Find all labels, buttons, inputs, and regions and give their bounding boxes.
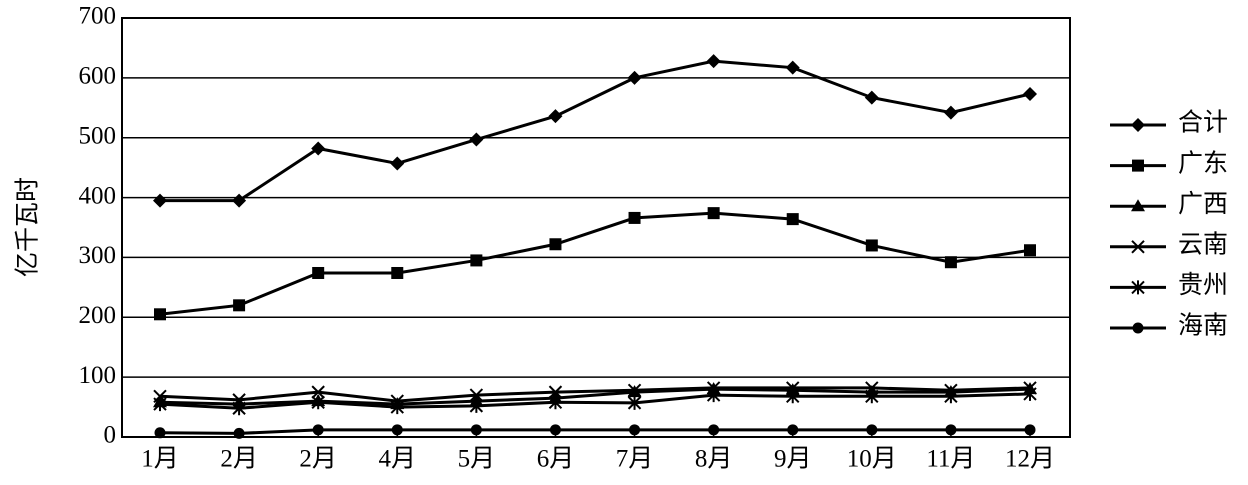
y-tick-label: 400 <box>79 182 117 209</box>
data-point <box>1024 424 1036 436</box>
data-point <box>864 90 879 105</box>
data-point <box>708 424 720 436</box>
data-point <box>1024 244 1036 257</box>
legend-label: 合计 <box>1178 109 1228 137</box>
data-point <box>706 54 721 69</box>
x-tick-label: 6月 <box>537 446 575 473</box>
data-point <box>311 395 325 410</box>
data-point <box>232 193 247 208</box>
data-point <box>549 238 562 251</box>
data-point <box>548 109 563 124</box>
legend-label: 广东 <box>1178 149 1228 177</box>
y-tick-label: 600 <box>79 63 117 90</box>
data-point <box>548 395 563 410</box>
data-point <box>311 141 326 156</box>
data-point <box>706 388 721 403</box>
y-axis-label: 亿千瓦时 <box>14 177 42 277</box>
data-point <box>154 308 166 321</box>
data-point <box>866 424 878 436</box>
data-point <box>391 424 403 436</box>
series-line <box>159 211 1031 316</box>
data-point <box>627 383 642 398</box>
data-point <box>1023 87 1037 102</box>
legend-label: 海南 <box>1178 312 1228 340</box>
data-point <box>944 256 957 269</box>
plot-frame <box>121 17 1071 438</box>
data-point <box>153 193 167 208</box>
data-point <box>943 105 958 120</box>
x-tick-label: 2月 <box>299 446 337 473</box>
data-point <box>470 424 482 436</box>
legend-marker <box>1132 322 1144 334</box>
y-tick-label: 200 <box>79 302 117 329</box>
x-tick-label: 1月 <box>141 446 179 473</box>
data-point <box>548 385 563 399</box>
x-tick-label: 8月 <box>695 446 733 473</box>
series-line <box>159 428 1030 435</box>
data-point <box>786 213 799 226</box>
x-tick-label: 2月 <box>220 446 258 473</box>
y-tick-label: 300 <box>79 242 117 269</box>
legend-marker <box>1131 240 1145 254</box>
data-point <box>311 385 325 399</box>
y-tick-label: 700 <box>79 3 117 30</box>
data-point <box>469 132 484 147</box>
legend-label: 贵州 <box>1178 271 1228 299</box>
data-point <box>787 424 799 436</box>
x-tick-label: 4月 <box>379 446 417 473</box>
data-point <box>153 397 167 412</box>
data-point <box>865 239 878 252</box>
data-point <box>391 266 404 279</box>
legend-marker <box>1131 118 1145 132</box>
legend-label: 广西 <box>1178 190 1228 218</box>
legend-marker <box>1131 280 1145 295</box>
data-point <box>549 424 561 436</box>
data-point <box>865 389 879 404</box>
data-point <box>469 388 484 402</box>
x-tick-label: 12月 <box>1005 446 1055 473</box>
x-tick-label: 10月 <box>847 446 897 473</box>
y-tick-label: 0 <box>104 422 117 449</box>
series-line <box>159 386 1031 403</box>
y-tick-label: 500 <box>79 122 117 149</box>
y-tick-label: 100 <box>79 362 117 389</box>
data-point <box>786 389 800 404</box>
data-point <box>627 70 642 85</box>
legend-marker <box>1131 199 1145 212</box>
data-point <box>785 60 800 75</box>
data-point <box>629 424 641 436</box>
data-point <box>312 424 324 436</box>
data-point <box>233 427 245 439</box>
data-point <box>233 299 246 312</box>
data-point <box>470 254 483 267</box>
legend-marker <box>1132 159 1144 172</box>
data-point <box>627 395 642 410</box>
x-tick-label: 7月 <box>616 446 654 473</box>
data-point <box>945 424 957 436</box>
legend-label: 云南 <box>1178 231 1228 259</box>
series-line <box>160 59 1031 203</box>
series-line <box>159 392 1031 410</box>
data-point <box>707 207 720 220</box>
x-tick-label: 9月 <box>774 446 812 473</box>
data-point <box>944 389 958 404</box>
x-tick-label: 5月 <box>458 446 496 473</box>
data-point <box>312 266 325 279</box>
x-tick-label: 11月 <box>926 446 975 473</box>
data-point <box>390 156 405 171</box>
data-point <box>154 427 166 439</box>
data-point <box>469 398 484 413</box>
data-point <box>628 211 641 224</box>
data-point <box>1023 386 1037 401</box>
data-point <box>390 400 404 415</box>
data-point <box>232 401 246 416</box>
series-line <box>159 387 1031 406</box>
